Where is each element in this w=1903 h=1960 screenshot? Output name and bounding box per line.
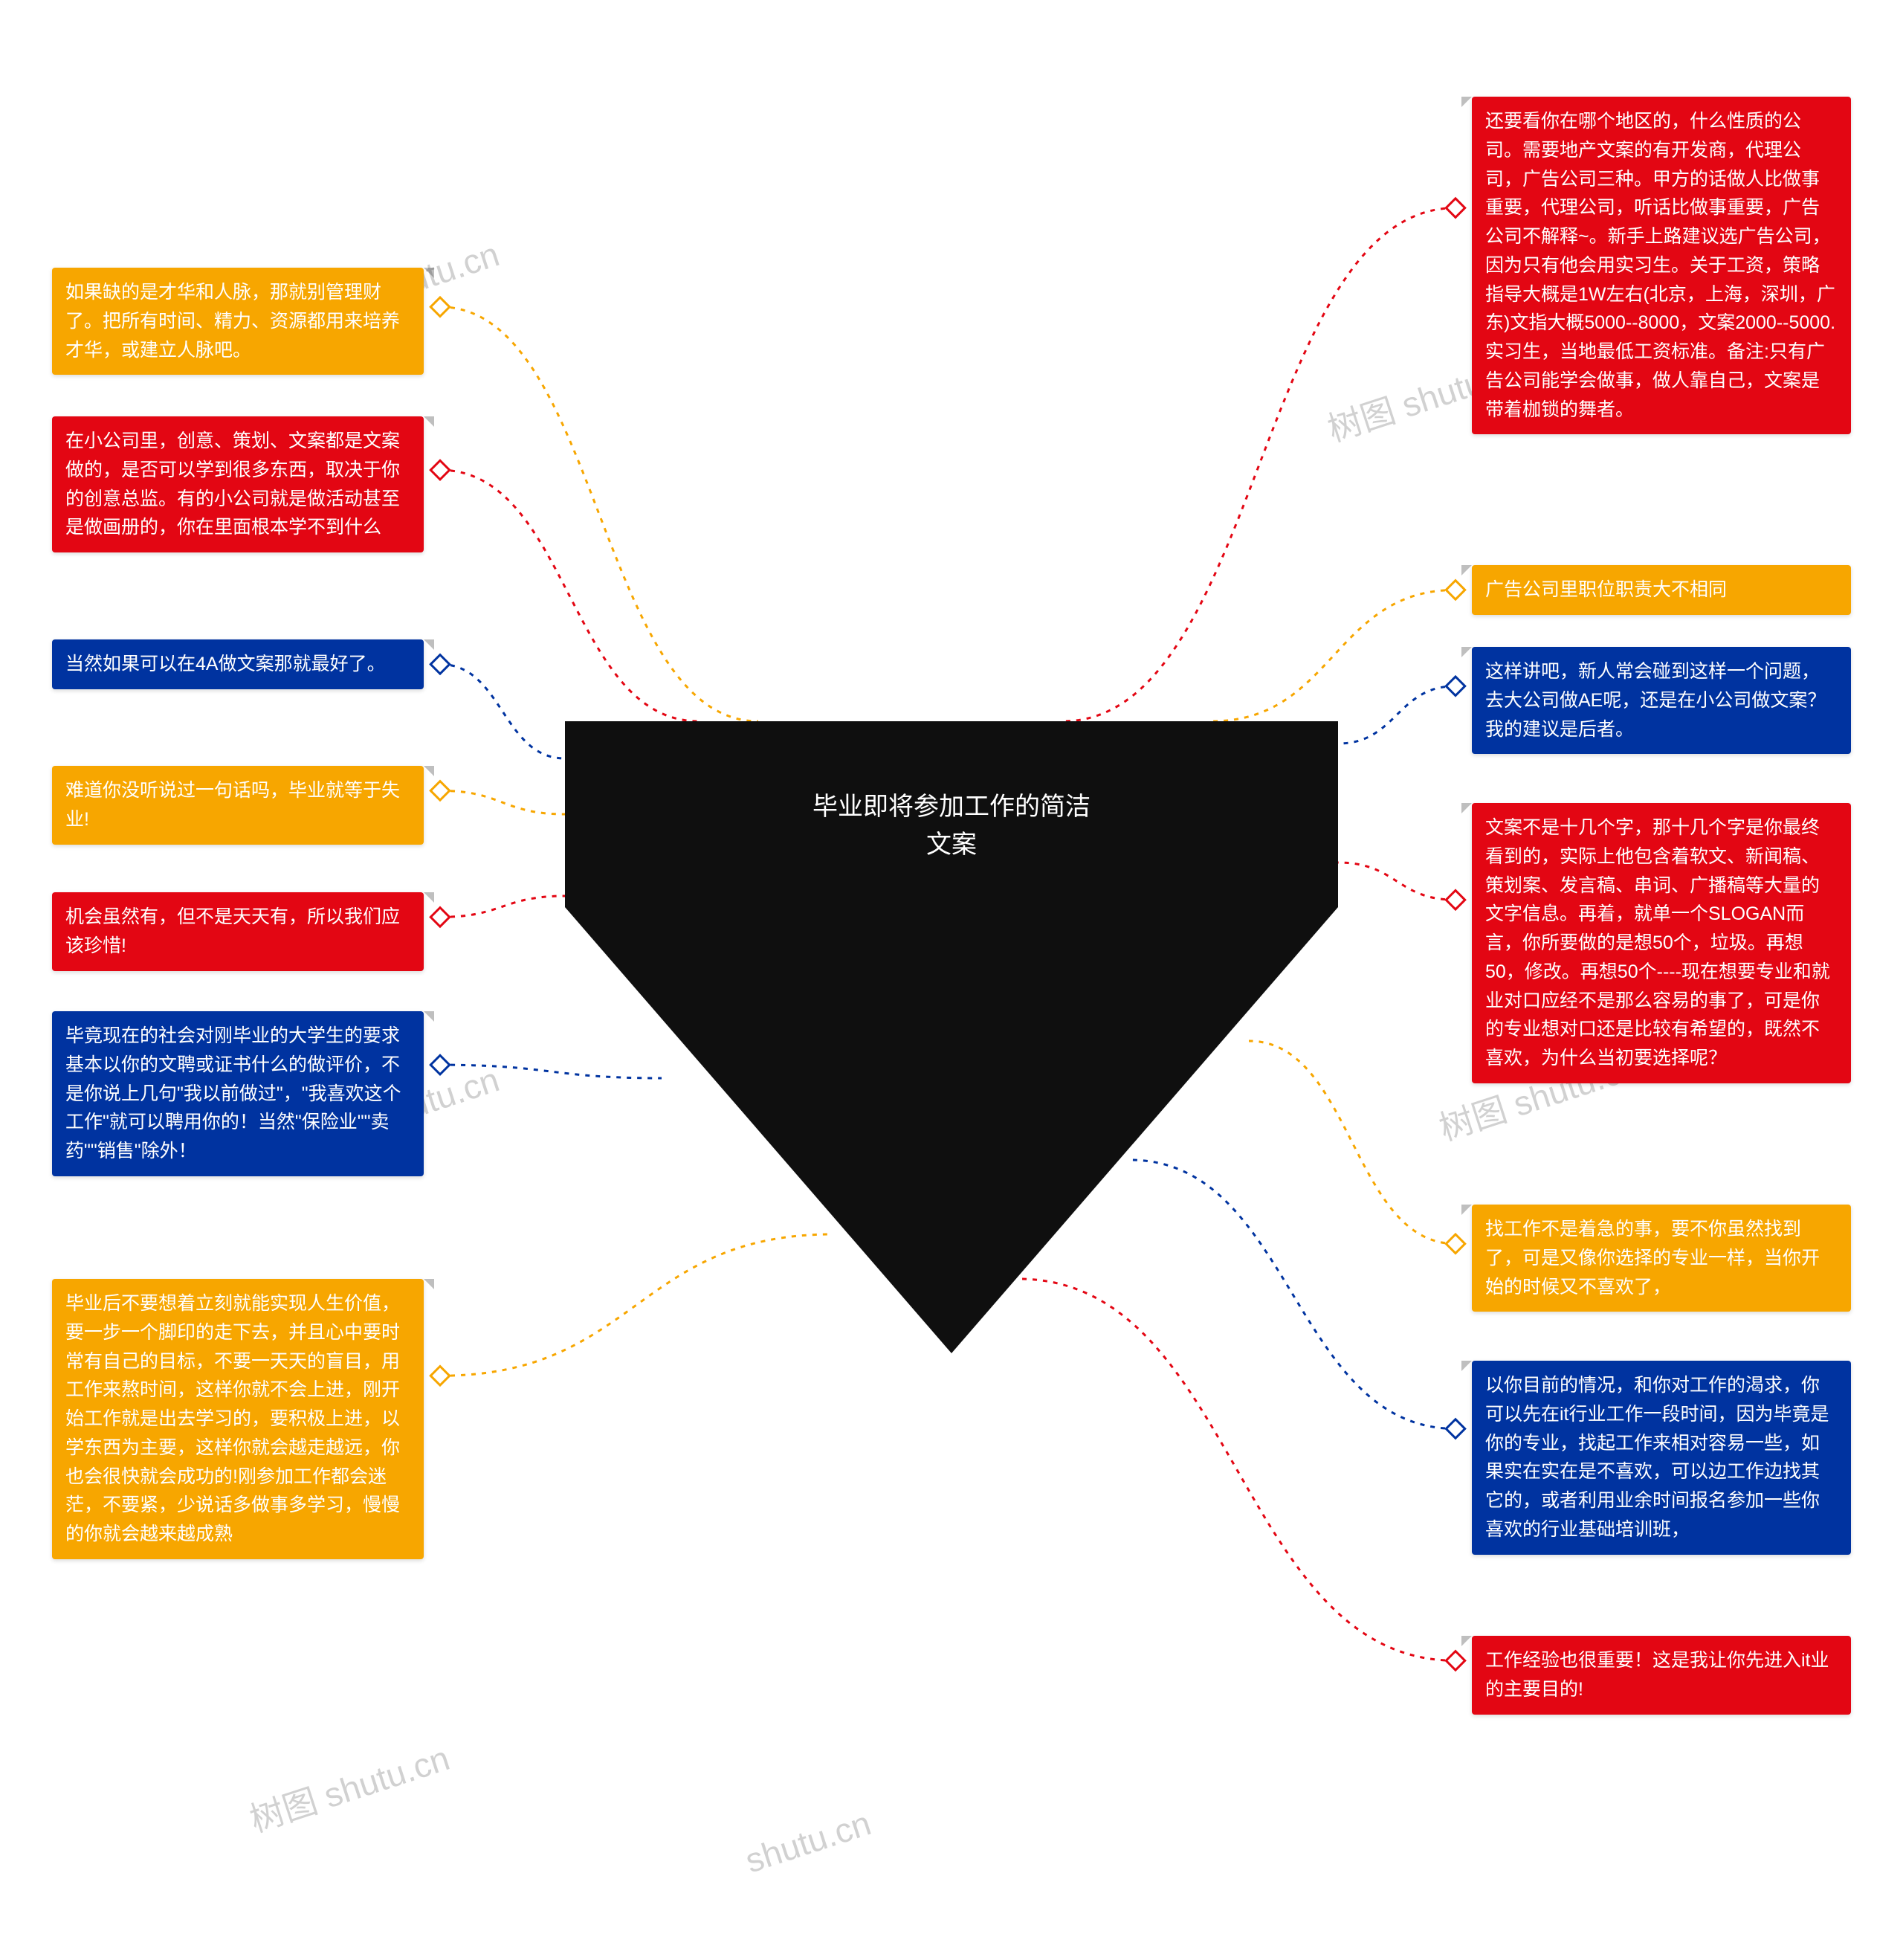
- branch-node-L6[interactable]: 毕竟现在的社会对刚毕业的大学生的要求基本以你的文聘或证书什么的做评价，不是你说上…: [52, 1011, 424, 1176]
- center-topic-label: 毕业即将参加工作的简洁文案: [795, 788, 1108, 864]
- branch-node-L7[interactable]: 毕业后不要想着立刻就能实现人生价值，要一步一个脚印的走下去，并且心中要时常有自己…: [52, 1279, 424, 1559]
- branch-node-R4[interactable]: 文案不是十几个字，那十几个字是你最终看到的，实际上他包含着软文、新闻稿、策划案、…: [1472, 803, 1851, 1083]
- mindmap-canvas: shutu.cn 树图 shutu.cn shutu.cn 树图 shutu.c…: [0, 0, 1903, 1960]
- branch-node-L5[interactable]: 机会虽然有，但不是天天有，所以我们应该珍惜!: [52, 892, 424, 971]
- branch-node-R3[interactable]: 这样讲吧，新人常会碰到这样一个问题，去大公司做AE呢，还是在小公司做文案？我的建…: [1472, 647, 1851, 754]
- watermark: shutu.cn: [740, 1802, 876, 1880]
- branch-node-R1[interactable]: 还要看你在哪个地区的，什么性质的公司。需要地产文案的有开发商，代理公司，广告公司…: [1472, 97, 1851, 434]
- branch-node-L4[interactable]: 难道你没听说过一句话吗，毕业就等于失业!: [52, 766, 424, 845]
- branch-node-R5[interactable]: 找工作不是着急的事，要不你虽然找到了，可是又像你选择的专业一样，当你开始的时候又…: [1472, 1205, 1851, 1312]
- branch-node-R7[interactable]: 工作经验也很重要！这是我让你先进入it业的主要目的!: [1472, 1636, 1851, 1715]
- branch-node-L2[interactable]: 在小公司里，创意、策划、文案都是文案做的，是否可以学到很多东西，取决于你的创意总…: [52, 416, 424, 552]
- branch-node-R2[interactable]: 广告公司里职位职责大不相同: [1472, 565, 1851, 615]
- branch-node-L3[interactable]: 当然如果可以在4A做文案那就最好了。: [52, 639, 424, 689]
- branch-node-R6[interactable]: 以你目前的情况，和你对工作的渴求，你可以先在it行业工作一段时间，因为毕竟是你的…: [1472, 1361, 1851, 1555]
- branch-node-L1[interactable]: 如果缺的是才华和人脉，那就别管理财了。把所有时间、精力、资源都用来培养才华，或建…: [52, 268, 424, 375]
- watermark: 树图 shutu.cn: [243, 1732, 455, 1843]
